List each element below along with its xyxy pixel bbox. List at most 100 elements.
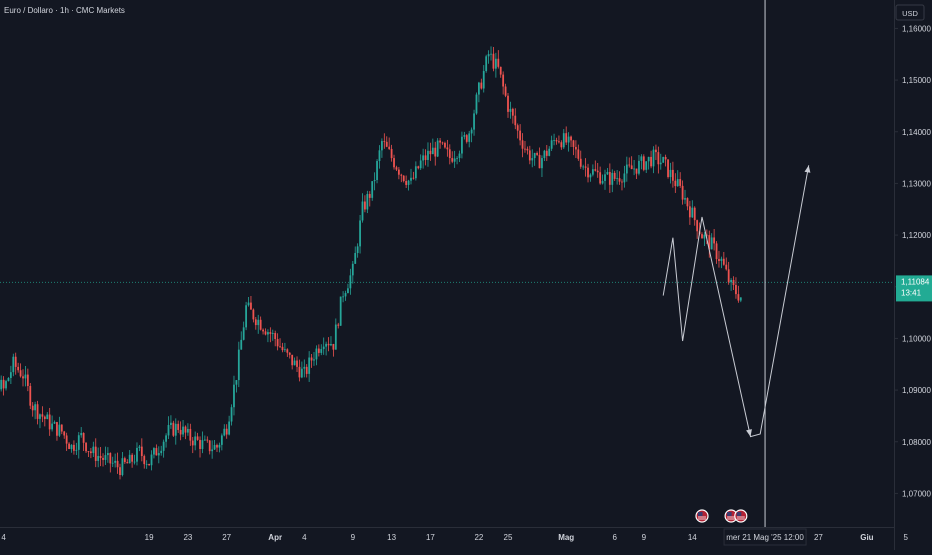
projection-arrowhead-down (746, 429, 752, 437)
candle (599, 166, 602, 185)
candle (667, 159, 669, 179)
candle (170, 415, 172, 429)
candle (349, 268, 352, 295)
candle (143, 454, 146, 469)
candle (676, 170, 679, 187)
candle (116, 452, 119, 474)
candle (332, 343, 335, 357)
candle (410, 168, 412, 185)
candle (182, 420, 184, 438)
candle (41, 406, 44, 423)
currency-button[interactable]: USD (895, 4, 925, 21)
event-markers[interactable] (695, 509, 748, 523)
time-tick-label: 4 (1, 533, 6, 542)
candle (264, 328, 267, 336)
candle (162, 439, 165, 458)
candle (475, 92, 478, 115)
candle (247, 297, 250, 307)
economic-event-flag-icon[interactable] (695, 509, 709, 523)
candle (237, 341, 240, 388)
economic-event-flag-icon[interactable] (724, 509, 738, 523)
candle (684, 189, 686, 204)
candle (373, 172, 376, 191)
time-tick-label: 19 (145, 533, 154, 542)
candle (252, 308, 255, 323)
candle (606, 167, 609, 175)
candle (82, 432, 85, 451)
candle (153, 447, 155, 459)
candle (177, 420, 180, 433)
price-countdown: 13:41 (901, 288, 922, 297)
candle (381, 138, 383, 158)
candle (77, 432, 80, 459)
economic-event-flag-icon[interactable] (734, 509, 748, 523)
candle (439, 137, 441, 149)
candle (688, 200, 691, 225)
candle (347, 283, 349, 294)
candle (296, 356, 298, 372)
candle (618, 171, 621, 185)
candle (616, 169, 619, 185)
candle (102, 453, 104, 467)
candle (628, 157, 631, 168)
candle (366, 190, 369, 214)
candle (136, 442, 138, 466)
candle (453, 150, 456, 168)
candle (184, 425, 187, 440)
candle (191, 436, 194, 454)
price-tick-label: 1,13000 (902, 179, 931, 188)
candle (48, 407, 51, 436)
candle (325, 341, 328, 356)
candle (468, 130, 471, 148)
projection-arrowhead-up (804, 165, 811, 173)
candle (92, 441, 95, 458)
candle (672, 161, 674, 188)
candle (669, 162, 672, 184)
candle (613, 170, 616, 182)
candle (405, 175, 408, 188)
candle (400, 173, 403, 183)
time-tick-label: Mag (558, 533, 574, 542)
candle (434, 141, 437, 166)
candle (737, 285, 740, 303)
candle (621, 179, 623, 191)
candle (17, 362, 20, 373)
candle (638, 154, 640, 176)
candle (322, 337, 325, 355)
candle (293, 357, 296, 366)
candle (371, 181, 374, 201)
candle (691, 200, 694, 218)
time-tick-label: 5 (903, 533, 908, 542)
candle (582, 164, 585, 170)
candle (696, 219, 699, 239)
candle (254, 316, 257, 330)
candle (305, 364, 308, 378)
candle (538, 147, 541, 169)
candle (647, 156, 650, 170)
candle (487, 50, 490, 64)
candle (308, 351, 311, 382)
candle (572, 139, 575, 156)
candle (686, 197, 689, 211)
candle (7, 377, 10, 382)
price-axis[interactable]: 1,070001,080001,090001,100001,110001,120… (894, 24, 931, 498)
candle (187, 423, 189, 436)
candle (228, 415, 231, 436)
time-axis[interactable]: 4192327Apr4913172225Mag691427Giu510 (1, 533, 932, 542)
candle (514, 108, 517, 130)
candle (9, 365, 12, 385)
candle (402, 175, 405, 183)
price-tick-label: 1,10000 (902, 334, 931, 343)
candle (245, 301, 247, 331)
projection-path[interactable] (662, 165, 810, 438)
candle (565, 126, 568, 146)
candle (725, 257, 728, 271)
candle (463, 131, 466, 140)
candle (189, 423, 192, 446)
candle (250, 296, 252, 310)
candle (550, 135, 553, 151)
candle (230, 404, 233, 426)
time-tick-label: 14 (688, 533, 697, 542)
